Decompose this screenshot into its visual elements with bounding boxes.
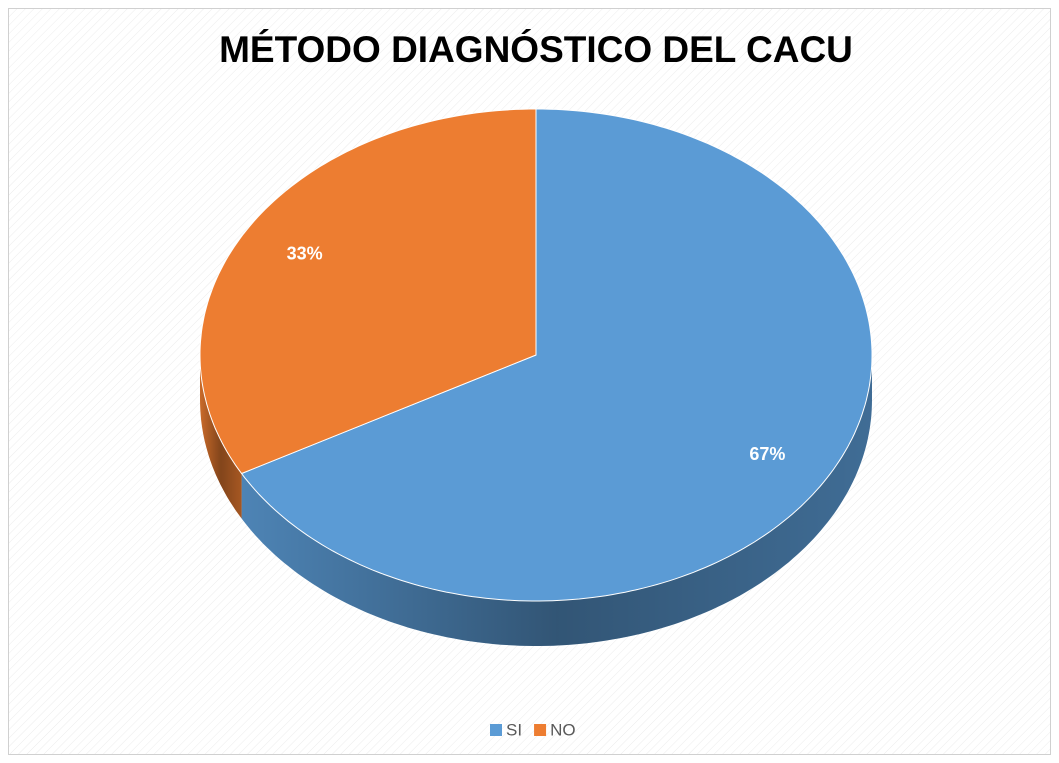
legend-label: SI — [506, 720, 522, 739]
slice — [199, 108, 537, 475]
pie: 67% 33% — [199, 108, 873, 646]
slice — [240, 108, 873, 602]
slice-side-shade — [241, 355, 873, 646]
legend: SI NO — [490, 720, 576, 739]
slice-side-shade — [200, 355, 242, 519]
data-label: 33% — [287, 244, 323, 264]
data-label: 67% — [749, 444, 785, 464]
legend-swatch — [534, 724, 547, 736]
chart-title: MÉTODO DIAGNÓSTICO DEL CACU — [219, 28, 853, 70]
legend-swatch — [490, 724, 502, 736]
legend-label: NO — [550, 720, 576, 739]
